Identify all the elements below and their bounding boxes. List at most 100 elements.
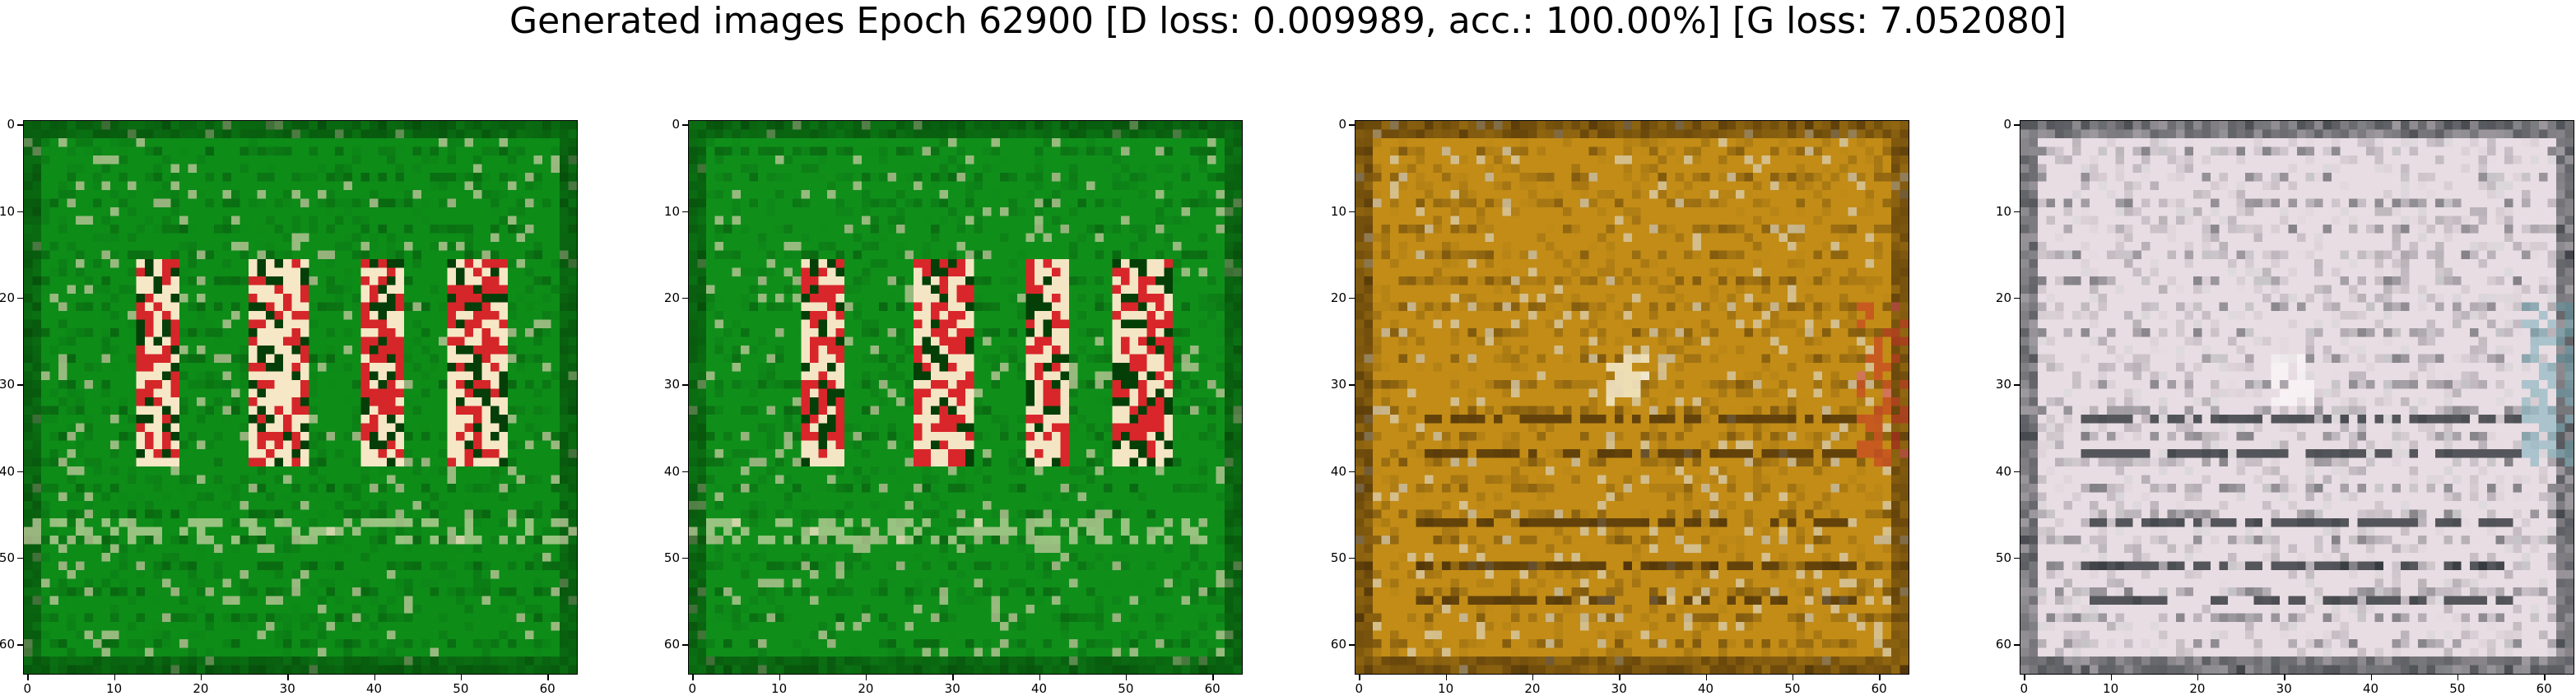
x-tick [374, 675, 376, 680]
y-tick [682, 557, 688, 559]
y-tick [17, 644, 23, 646]
y-tick-label: 60 [0, 637, 15, 652]
y-tick-label: 0 [2003, 117, 2011, 132]
x-tick-label: 10 [1438, 681, 1454, 696]
x-tick [1125, 675, 1128, 680]
y-tick [17, 557, 23, 559]
y-tick-label: 40 [0, 463, 15, 479]
y-tick [2014, 471, 2020, 473]
x-tick [1359, 675, 1360, 680]
y-tick-label: 10 [663, 203, 680, 219]
y-tick-label: 50 [1330, 550, 1346, 565]
x-tick [287, 675, 289, 680]
x-tick [1039, 675, 1041, 680]
x-tick [547, 675, 549, 680]
generated-image-3 [1355, 120, 1909, 675]
x-tick-label: 20 [2189, 681, 2206, 696]
x-tick-label: 60 [1871, 681, 1887, 696]
generated-image-4 [2020, 120, 2574, 675]
x-tick [865, 675, 867, 680]
y-tick [1349, 124, 1355, 126]
x-tick [1532, 675, 1534, 680]
y-tick-label: 40 [663, 463, 680, 479]
x-tick [1705, 675, 1708, 680]
x-tick-label: 0 [23, 681, 32, 696]
y-tick [1349, 557, 1355, 559]
y-tick-label: 60 [663, 637, 680, 652]
y-tick [17, 471, 23, 473]
y-tick [17, 297, 23, 299]
x-tick-label: 10 [106, 681, 123, 696]
x-tick-label: 60 [1204, 681, 1221, 696]
y-tick-label: 20 [1330, 290, 1346, 305]
y-tick [1349, 644, 1355, 646]
x-tick [779, 675, 781, 680]
x-tick [2110, 675, 2113, 680]
y-tick-label: 10 [0, 203, 15, 219]
y-tick [682, 297, 688, 299]
x-tick-label: 50 [1118, 681, 1134, 696]
y-tick [682, 384, 688, 386]
x-tick [2457, 675, 2459, 680]
y-tick-label: 0 [7, 117, 15, 132]
x-tick [952, 675, 954, 680]
y-tick-label: 0 [1338, 117, 1346, 132]
x-tick [2024, 675, 2025, 680]
y-tick [2014, 644, 2020, 646]
y-tick-label: 50 [0, 550, 15, 565]
y-tick-label: 40 [1330, 463, 1346, 479]
x-tick [460, 675, 463, 680]
y-tick-label: 20 [1995, 290, 2011, 305]
y-tick-label: 40 [1995, 463, 2011, 479]
y-tick-label: 50 [663, 550, 680, 565]
x-tick-label: 30 [1611, 681, 1627, 696]
y-tick-label: 0 [672, 117, 680, 132]
y-tick-label: 30 [1995, 377, 2011, 392]
y-tick [17, 211, 23, 213]
y-tick-label: 30 [0, 377, 15, 392]
x-tick-label: 50 [2449, 681, 2466, 696]
x-tick-label: 0 [1355, 681, 1364, 696]
x-tick-label: 40 [1697, 681, 1714, 696]
x-tick-label: 30 [944, 681, 960, 696]
y-tick-label: 60 [1995, 637, 2011, 652]
x-tick-label: 60 [2536, 681, 2552, 696]
x-tick [27, 675, 29, 680]
y-tick-label: 10 [1330, 203, 1346, 219]
y-tick-label: 30 [1330, 377, 1346, 392]
y-tick [2014, 211, 2020, 213]
y-tick-label: 30 [663, 377, 680, 392]
generated-image-2 [688, 120, 1243, 675]
x-tick [1619, 675, 1620, 680]
x-tick-label: 40 [1030, 681, 1048, 696]
x-tick-label: 0 [2020, 681, 2029, 696]
x-tick-label: 30 [279, 681, 295, 696]
y-tick [17, 384, 23, 386]
x-tick-label: 30 [2276, 681, 2292, 696]
x-tick-label: 20 [858, 681, 874, 696]
x-tick-label: 40 [365, 681, 383, 696]
x-tick [2544, 675, 2546, 680]
y-tick-label: 50 [1995, 550, 2011, 565]
x-tick [114, 675, 116, 680]
x-tick [1445, 675, 1448, 680]
y-tick [2014, 557, 2020, 559]
y-tick [682, 124, 688, 126]
x-tick-label: 50 [453, 681, 469, 696]
y-tick [2014, 297, 2020, 299]
y-tick [2014, 384, 2020, 386]
x-tick-label: 0 [688, 681, 697, 696]
x-tick [1792, 675, 1794, 680]
x-tick-label: 20 [193, 681, 209, 696]
y-tick [1349, 471, 1355, 473]
y-tick [682, 211, 688, 213]
x-tick [1212, 675, 1214, 680]
y-tick [2014, 124, 2020, 126]
y-tick [1349, 211, 1355, 213]
figure-title: Generated images Epoch 62900 [D loss: 0.… [509, 0, 2067, 42]
x-tick-label: 10 [771, 681, 788, 696]
y-tick [1349, 297, 1355, 299]
x-tick-label: 50 [1784, 681, 1801, 696]
